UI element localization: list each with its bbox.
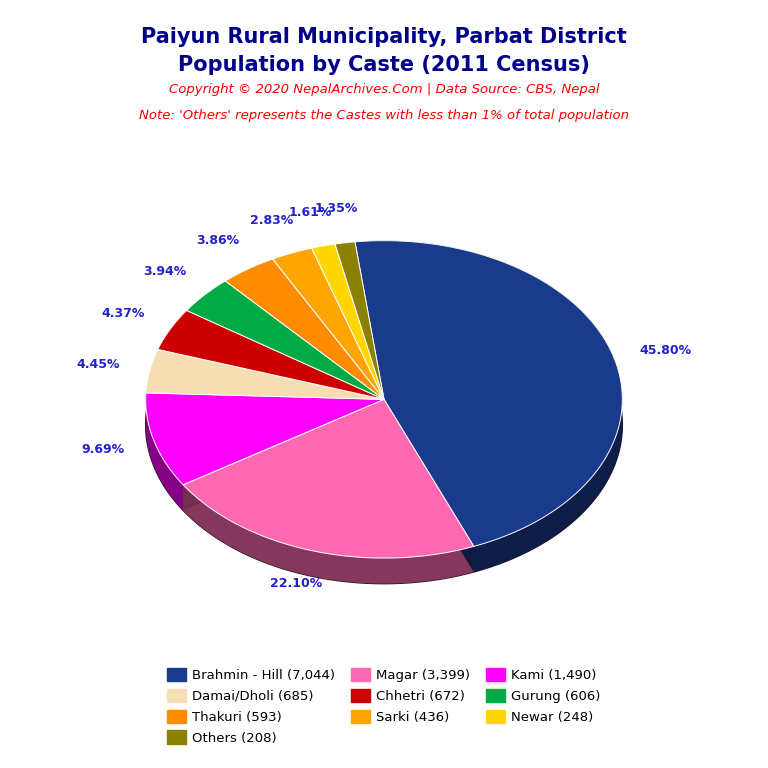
Polygon shape xyxy=(225,259,384,399)
Polygon shape xyxy=(146,349,384,399)
Polygon shape xyxy=(312,244,384,399)
Text: 9.69%: 9.69% xyxy=(81,443,125,456)
Polygon shape xyxy=(183,399,474,558)
Text: Population by Caste (2011 Census): Population by Caste (2011 Census) xyxy=(178,55,590,75)
Text: Paiyun Rural Municipality, Parbat District: Paiyun Rural Municipality, Parbat Distri… xyxy=(141,27,627,47)
Polygon shape xyxy=(355,240,622,572)
Text: 3.94%: 3.94% xyxy=(144,266,187,278)
Polygon shape xyxy=(273,248,384,399)
Text: 2.83%: 2.83% xyxy=(250,214,293,227)
Polygon shape xyxy=(146,393,183,511)
Text: 22.10%: 22.10% xyxy=(270,578,322,591)
Text: 1.61%: 1.61% xyxy=(288,206,332,219)
Text: Copyright © 2020 NepalArchives.Com | Data Source: CBS, Nepal: Copyright © 2020 NepalArchives.Com | Dat… xyxy=(169,83,599,96)
Text: 45.80%: 45.80% xyxy=(640,344,691,357)
Polygon shape xyxy=(146,393,384,485)
Text: 4.37%: 4.37% xyxy=(101,307,145,320)
Text: 1.35%: 1.35% xyxy=(315,202,358,215)
Polygon shape xyxy=(183,399,384,511)
Text: 4.45%: 4.45% xyxy=(76,358,120,371)
Polygon shape xyxy=(384,399,474,572)
Polygon shape xyxy=(355,240,622,546)
Legend: Brahmin - Hill (7,044), Damai/Dholi (685), Thakuri (593), Others (208), Magar (3: Brahmin - Hill (7,044), Damai/Dholi (685… xyxy=(162,663,606,750)
Text: Note: 'Others' represents the Castes with less than 1% of total population: Note: 'Others' represents the Castes wit… xyxy=(139,109,629,122)
Polygon shape xyxy=(157,310,384,399)
Polygon shape xyxy=(187,281,384,399)
Polygon shape xyxy=(384,399,474,572)
Polygon shape xyxy=(183,399,384,511)
Text: 3.86%: 3.86% xyxy=(197,233,240,247)
Polygon shape xyxy=(183,485,474,584)
Polygon shape xyxy=(146,266,622,584)
Polygon shape xyxy=(335,242,384,399)
